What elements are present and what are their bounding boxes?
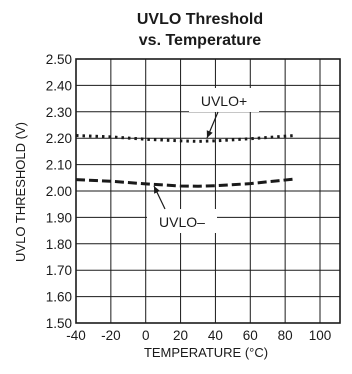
y-tick-label-6: 2.10 bbox=[46, 158, 72, 173]
chart-title-line-1: UVLO Threshold bbox=[137, 11, 263, 28]
x-tick-label-4: 40 bbox=[208, 328, 223, 343]
grid bbox=[75, 58, 341, 324]
y-tick-label-0: 1.50 bbox=[46, 316, 72, 331]
chart-title-line-2: vs. Temperature bbox=[139, 32, 262, 49]
x-tick-label-3: 20 bbox=[173, 328, 188, 343]
series-callouts: UVLO+ UVLO– bbox=[147, 88, 259, 233]
x-tick-label-2: 0 bbox=[142, 328, 150, 343]
y-tick-label-3: 1.80 bbox=[46, 237, 72, 252]
y-tick-label-9: 2.40 bbox=[46, 78, 72, 93]
y-tick-label-8: 2.30 bbox=[46, 105, 72, 120]
tick-labels: 1.50 1.60 1.70 1.80 1.90 2.00 2.10 2.20 2.30 2.40… bbox=[46, 52, 332, 343]
series-label-0: UVLO+ bbox=[201, 93, 247, 109]
callout-arrowhead-1 bbox=[154, 186, 160, 194]
callout-box-0 bbox=[189, 88, 259, 112]
x-axis-label: TEMPERATURE (°C) bbox=[144, 345, 268, 360]
y-tick-label-5: 2.00 bbox=[46, 184, 72, 199]
series-label-1: UVLO– bbox=[159, 214, 205, 230]
series-lines bbox=[75, 134, 295, 188]
x-tick-label-7: 100 bbox=[309, 328, 332, 343]
y-axis-label: UVLO THRESHOLD (V) bbox=[13, 122, 28, 262]
callout-arrowhead-0 bbox=[206, 130, 213, 138]
callout-box-1 bbox=[147, 209, 217, 233]
series-line-0 bbox=[75, 134, 294, 143]
plot-frame bbox=[75, 58, 341, 324]
y-tick-label-10: 2.50 bbox=[46, 52, 72, 67]
x-tick-label-0: -40 bbox=[66, 328, 86, 343]
y-tick-label-4: 1.90 bbox=[46, 210, 72, 225]
x-tick-label-5: 60 bbox=[243, 328, 258, 343]
series-line-1 bbox=[75, 177, 295, 188]
y-tick-label-1: 1.60 bbox=[46, 290, 72, 305]
x-tick-label-1: -20 bbox=[101, 328, 121, 343]
y-tick-label-7: 2.20 bbox=[46, 131, 72, 146]
y-tick-label-2: 1.70 bbox=[46, 263, 72, 278]
x-tick-label-6: 80 bbox=[278, 328, 293, 343]
